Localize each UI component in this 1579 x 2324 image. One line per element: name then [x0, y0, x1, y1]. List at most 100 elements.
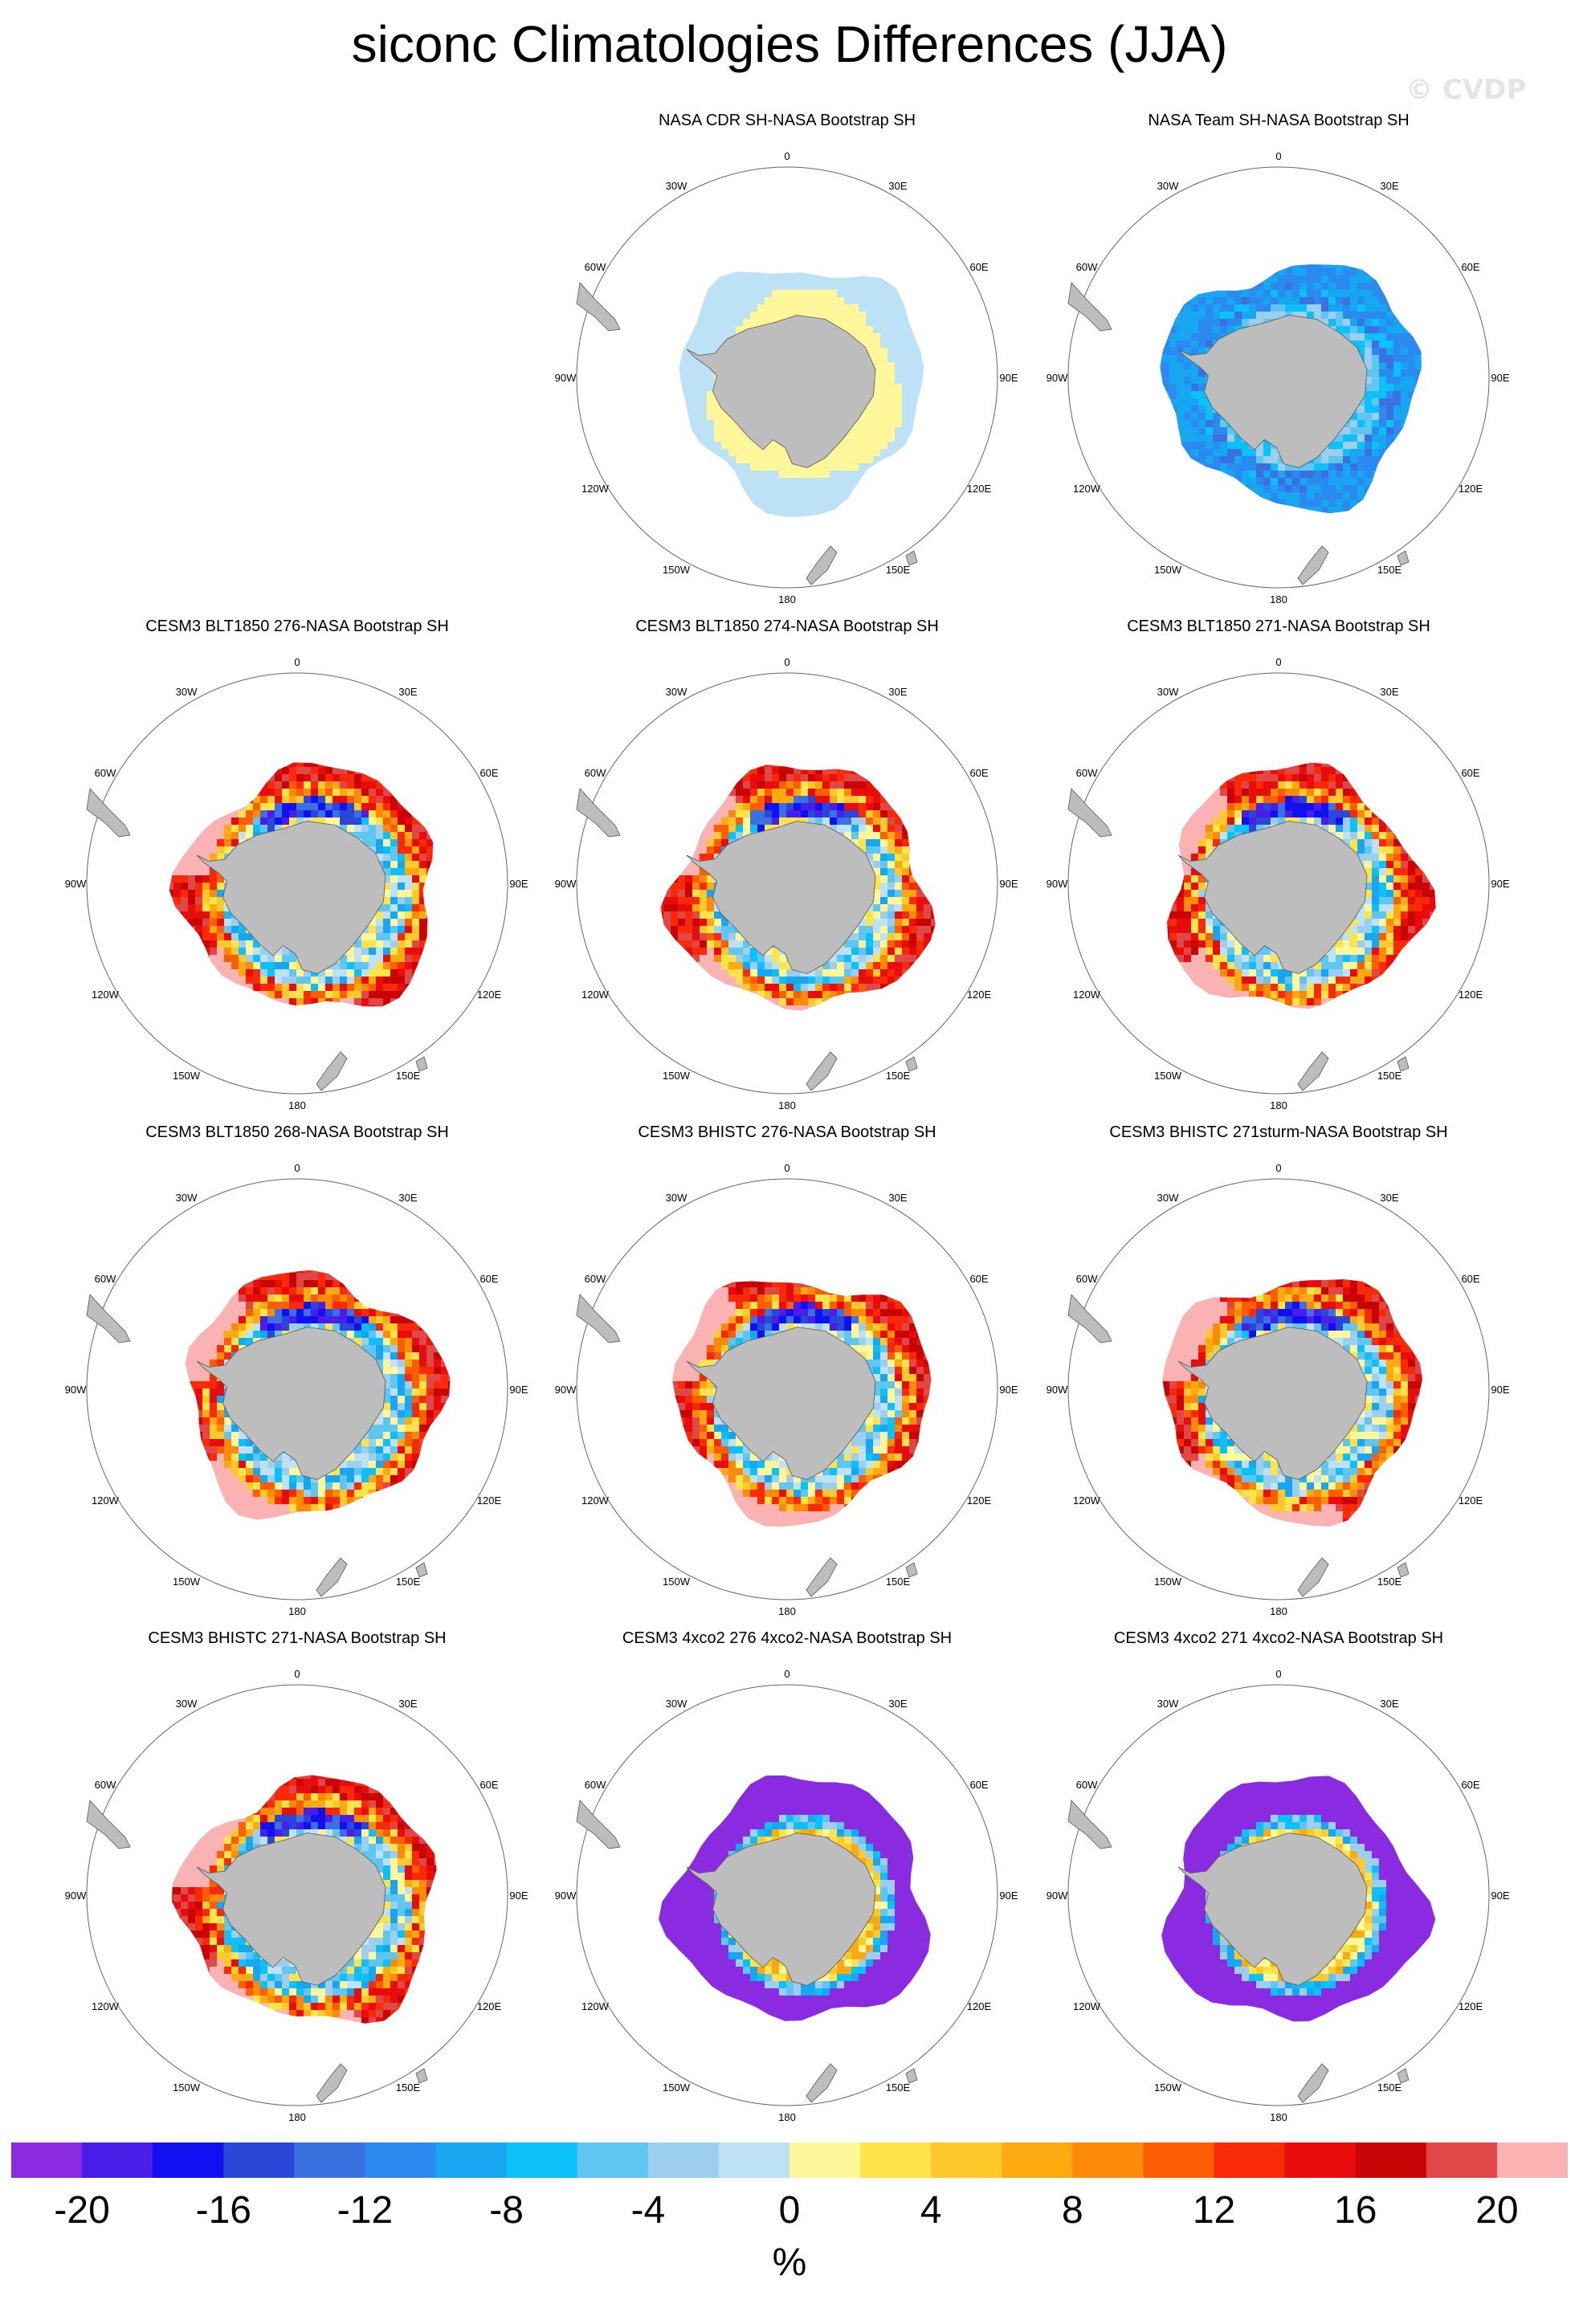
panel-title: NASA CDR SH-NASA Bootstrap SH	[659, 112, 916, 129]
sea-ice-cell	[304, 767, 311, 774]
sea-ice-cell	[1401, 362, 1408, 369]
sea-ice-cell	[412, 875, 419, 883]
sea-ice-cell	[707, 369, 714, 377]
sea-ice-cell	[296, 810, 304, 817]
sea-ice-cell	[1365, 283, 1372, 290]
sea-ice-cell	[1386, 340, 1393, 348]
sea-ice-cell	[398, 846, 405, 854]
sea-ice-cell	[361, 789, 369, 796]
sea-ice-cell	[679, 377, 685, 384]
sea-ice-cell	[866, 290, 873, 297]
sea-ice-cell	[1184, 420, 1191, 427]
sea-ice-cell	[685, 398, 692, 406]
sea-ice-cell	[448, 731, 455, 738]
sea-ice-cell	[837, 304, 844, 312]
sea-ice-cell	[1328, 312, 1336, 319]
sea-ice-cell	[728, 442, 736, 449]
sea-ice-cell	[1372, 290, 1379, 297]
sea-ice-cell	[938, 528, 945, 536]
sea-ice-cell	[1379, 290, 1386, 297]
sea-ice-cell	[1357, 485, 1365, 492]
sea-ice-cell	[721, 297, 728, 304]
sea-ice-cell	[210, 868, 217, 875]
sea-ice-cell	[700, 304, 707, 312]
sea-ice-cell	[304, 789, 311, 796]
sea-ice-cell	[728, 290, 736, 297]
sea-ice-cell	[318, 789, 325, 796]
sea-ice-cell	[887, 420, 895, 427]
sea-ice-cell	[1285, 290, 1292, 297]
sea-ice-cell	[1285, 275, 1292, 283]
sea-ice-cell	[786, 456, 794, 463]
sea-ice-cell	[859, 420, 866, 427]
sea-ice-cell	[1285, 268, 1292, 275]
sea-ice-cell	[873, 369, 880, 377]
south-america-landmass	[1067, 282, 1112, 332]
sea-ice-cell	[1350, 297, 1357, 304]
sea-ice-cell	[1234, 434, 1242, 442]
longitude-label: 0	[1275, 150, 1281, 162]
sea-ice-cell	[1184, 312, 1191, 319]
sea-ice-cell	[887, 319, 895, 326]
sea-ice-cell	[844, 312, 851, 319]
sea-ice-cell	[390, 810, 398, 817]
sea-ice-cell	[1249, 463, 1256, 471]
sea-ice-cell	[909, 340, 916, 348]
sea-ice-cell	[195, 926, 202, 933]
sea-ice-cell	[700, 369, 707, 377]
sea-ice-cell	[1300, 283, 1307, 290]
sea-ice-cell	[383, 890, 390, 897]
sea-ice-cell	[772, 283, 779, 290]
sea-ice-cell	[1379, 391, 1386, 398]
sea-ice-cell	[1379, 406, 1386, 413]
sea-ice-cell	[916, 384, 924, 391]
sea-ice-cell	[1343, 304, 1350, 312]
sea-ice-cell	[289, 810, 296, 817]
sea-ice-cell	[1336, 507, 1343, 514]
longitude-label: 180	[778, 593, 796, 605]
sea-ice-cell	[721, 319, 728, 326]
sea-ice-cell	[369, 803, 376, 810]
sea-ice-cell	[873, 434, 880, 442]
sea-ice-cell	[325, 817, 333, 825]
sea-ice-cell	[1365, 348, 1372, 355]
sea-ice-cell	[765, 442, 772, 449]
sea-ice-cell	[779, 514, 786, 517]
sea-ice-cell	[390, 897, 398, 904]
sea-ice-cell	[1256, 463, 1263, 471]
sea-ice-cell	[837, 485, 844, 492]
sea-ice-cell	[1213, 297, 1220, 304]
sea-ice-cell	[1300, 499, 1307, 507]
sea-ice-cell	[1263, 478, 1271, 485]
sea-ice-cell	[1314, 312, 1321, 319]
sea-ice-cell	[866, 297, 873, 304]
sea-ice-cell	[398, 817, 405, 825]
sea-ice-cell	[721, 304, 728, 312]
sea-ice-cell	[743, 290, 750, 297]
sea-ice-cell	[1393, 427, 1401, 434]
sea-ice-cell	[369, 846, 376, 854]
sea-ice-cell	[873, 304, 880, 312]
sea-ice-cell	[700, 377, 707, 384]
sea-ice-cell	[1336, 485, 1343, 492]
sea-ice-cell	[895, 377, 902, 384]
sea-ice-cell	[253, 796, 260, 803]
sea-ice-cell	[830, 312, 837, 319]
sea-ice-cell	[844, 326, 851, 333]
sea-ice-cell	[757, 304, 765, 312]
sea-ice-cell	[1357, 326, 1365, 333]
sea-ice-cell	[390, 832, 398, 839]
sea-ice-cell	[398, 883, 405, 890]
sea-ice-cell	[169, 883, 173, 890]
sea-ice-cell	[1198, 391, 1206, 398]
sea-ice-cell	[1177, 398, 1184, 406]
sea-ice-cell	[786, 514, 794, 517]
sea-ice-cell	[289, 767, 296, 774]
sea-ice-cell	[376, 854, 383, 861]
sea-ice-cell	[714, 326, 721, 333]
sea-ice-cell	[873, 290, 880, 297]
sea-ice-cell	[772, 492, 779, 499]
sea-ice-cell	[1256, 442, 1263, 449]
sea-ice-cell	[405, 933, 412, 940]
sea-ice-cell	[743, 442, 750, 449]
